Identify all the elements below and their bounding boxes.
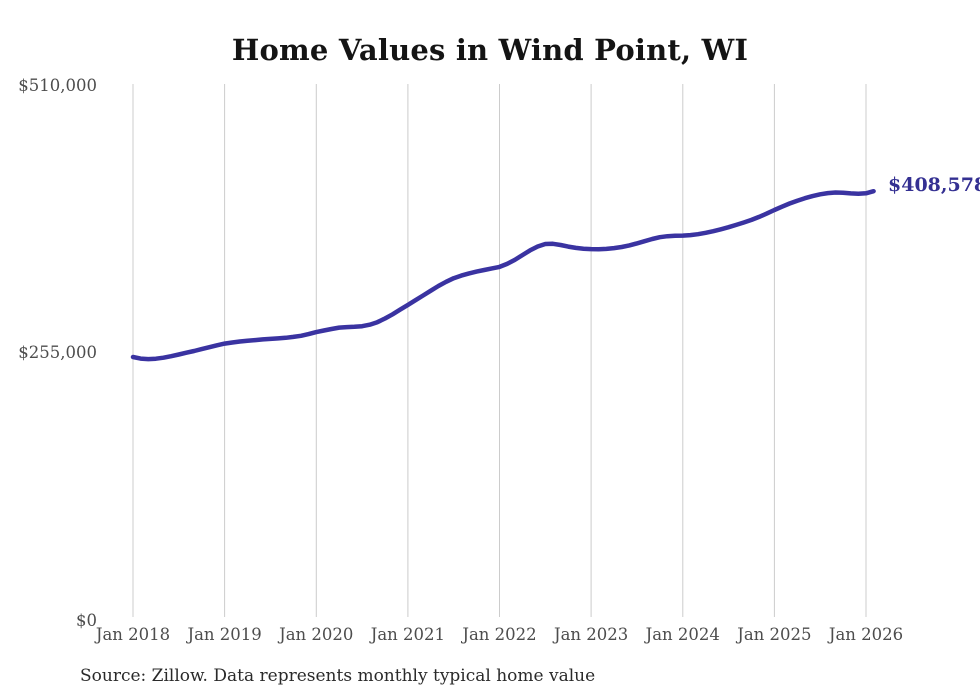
x-axis-tick-jan-2025: Jan 2025 — [737, 625, 812, 644]
x-axis-tick-jan-2020: Jan 2020 — [279, 625, 354, 644]
x-axis-tick-jan-2023: Jan 2023 — [553, 625, 629, 644]
x-axis-tick-jan-2018: Jan 2018 — [95, 625, 171, 644]
y-axis-tick-510000: $510,000 — [18, 76, 97, 95]
y-axis-tick-0: $0 — [76, 611, 97, 630]
x-axis-tick-jan-2024: Jan 2024 — [645, 625, 720, 644]
x-axis-ticks: Jan 2018 Jan 2019 Jan 2020 Jan 2021 Jan 2022… — [0, 625, 980, 647]
current-value-label: $408,578 — [888, 174, 980, 196]
x-axis-tick-jan-2019: Jan 2019 — [187, 625, 262, 644]
y-axis-tick-255000: $255,000 — [18, 343, 97, 362]
source-attribution: Source: Zillow. Data represents monthly … — [80, 666, 596, 686]
x-axis-tick-jan-2021: Jan 2021 — [370, 625, 446, 644]
chart-title: Home Values in Wind Point, WI — [231, 33, 749, 67]
x-axis-tick-jan-2022: Jan 2022 — [462, 625, 537, 644]
x-axis-tick-jan-2026: Jan 2026 — [828, 625, 904, 644]
home-value-line — [130, 188, 876, 362]
vertical-gridlines — [132, 84, 867, 617]
